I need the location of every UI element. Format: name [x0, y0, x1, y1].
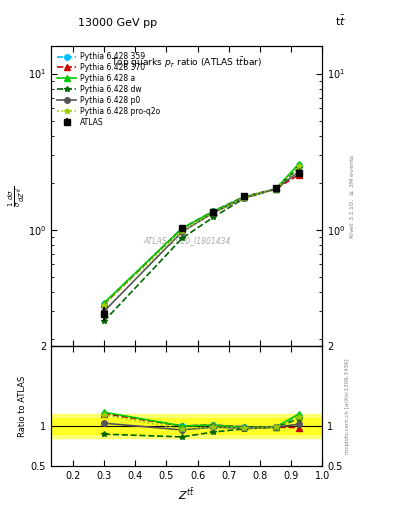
- Pythia 6.428 pro-q2o: [211, 210, 215, 216]
- Legend: Pythia 6.428 359, Pythia 6.428 370, Pythia 6.428 a, Pythia 6.428 dw, Pythia 6.42: Pythia 6.428 359, Pythia 6.428 370, Pyth…: [55, 50, 163, 129]
- Text: t$\bar{t}$: t$\bar{t}$: [335, 14, 346, 28]
- Text: 13000 GeV pp: 13000 GeV pp: [78, 18, 158, 28]
- Pythia 6.428 p0: [273, 186, 278, 192]
- Y-axis label: mcplots.cern.ch [arXiv:1306.3436]: mcplots.cern.ch [arXiv:1306.3436]: [345, 358, 350, 454]
- Line: Pythia 6.428 370: Pythia 6.428 370: [101, 172, 302, 307]
- Pythia 6.428 370: [180, 225, 184, 231]
- Pythia 6.428 p0: [180, 229, 184, 235]
- X-axis label: $Z^{t\bar{t}}$: $Z^{t\bar{t}}$: [178, 486, 195, 502]
- Pythia 6.428 359: [273, 186, 278, 192]
- Pythia 6.428 370: [102, 301, 107, 307]
- Text: ATLAS_2020_I1801434: ATLAS_2020_I1801434: [143, 237, 230, 246]
- Pythia 6.428 pro-q2o: [102, 302, 107, 308]
- Pythia 6.428 359: [180, 225, 184, 231]
- Y-axis label: $\frac{1}{\sigma}\frac{d\sigma}{dZ^{t\bar{t}}}$: $\frac{1}{\sigma}\frac{d\sigma}{dZ^{t\ba…: [6, 185, 27, 206]
- Pythia 6.428 359: [297, 162, 301, 168]
- Pythia 6.428 pro-q2o: [273, 186, 278, 192]
- Pythia 6.428 359: [102, 301, 107, 307]
- Pythia 6.428 p0: [102, 308, 107, 314]
- Pythia 6.428 dw: [180, 236, 184, 242]
- Pythia 6.428 359: [211, 208, 215, 215]
- Pythia 6.428 359: [242, 194, 247, 200]
- Pythia 6.428 a: [102, 300, 107, 306]
- Pythia 6.428 p0: [297, 168, 301, 175]
- Line: Pythia 6.428 dw: Pythia 6.428 dw: [101, 165, 302, 324]
- Line: Pythia 6.428 p0: Pythia 6.428 p0: [101, 169, 302, 314]
- Pythia 6.428 dw: [242, 195, 247, 201]
- Pythia 6.428 a: [297, 161, 301, 167]
- Line: Pythia 6.428 pro-q2o: Pythia 6.428 pro-q2o: [101, 163, 302, 308]
- Pythia 6.428 pro-q2o: [242, 195, 247, 201]
- Y-axis label: Ratio to ATLAS: Ratio to ATLAS: [18, 375, 27, 437]
- Pythia 6.428 p0: [211, 210, 215, 216]
- Pythia 6.428 370: [242, 194, 247, 200]
- Pythia 6.428 pro-q2o: [180, 228, 184, 234]
- Pythia 6.428 pro-q2o: [297, 163, 301, 169]
- Bar: [51, 414, 322, 438]
- Y-axis label: Rivet 3.1.10, $\geq$ 3M events: Rivet 3.1.10, $\geq$ 3M events: [348, 153, 356, 239]
- Pythia 6.428 dw: [297, 164, 301, 170]
- Pythia 6.428 370: [297, 172, 301, 178]
- Pythia 6.428 a: [211, 208, 215, 215]
- Line: Pythia 6.428 359: Pythia 6.428 359: [101, 162, 302, 307]
- Pythia 6.428 a: [180, 225, 184, 231]
- Bar: [51, 418, 322, 434]
- Pythia 6.428 dw: [102, 318, 107, 324]
- Pythia 6.428 dw: [273, 186, 278, 192]
- Pythia 6.428 370: [273, 186, 278, 192]
- Text: Top quarks $p_T$ ratio (ATLAS t$\bar{t}$bar): Top quarks $p_T$ ratio (ATLAS t$\bar{t}$…: [111, 55, 262, 70]
- Pythia 6.428 a: [242, 194, 247, 200]
- Pythia 6.428 dw: [211, 214, 215, 220]
- Pythia 6.428 370: [211, 208, 215, 215]
- Line: Pythia 6.428 a: Pythia 6.428 a: [101, 161, 302, 306]
- Pythia 6.428 p0: [242, 195, 247, 201]
- Pythia 6.428 a: [273, 186, 278, 192]
